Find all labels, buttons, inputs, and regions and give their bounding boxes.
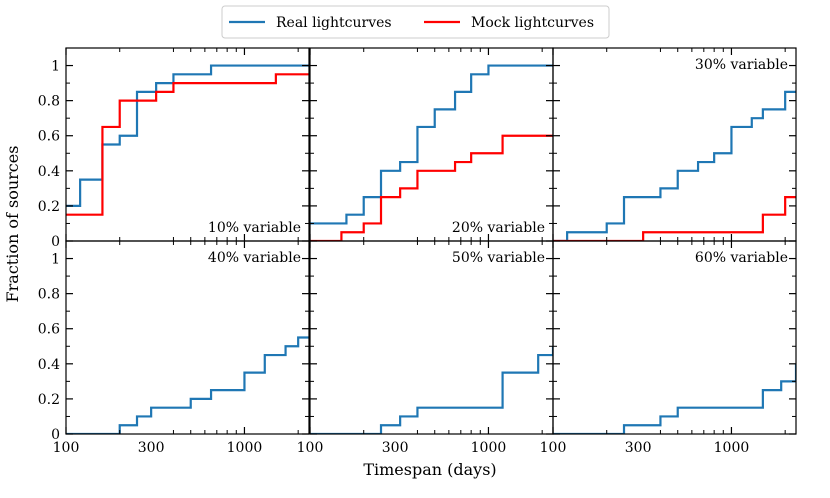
panel-label: 40% variable — [208, 250, 301, 266]
x-axis-label: Timespan (days) — [363, 460, 496, 479]
series-line-mock-panel-3 — [553, 196, 796, 241]
y-tick-label: 0.6 — [38, 322, 60, 338]
y-tick-label: 0.8 — [38, 287, 60, 303]
y-tick-label: 1 — [51, 252, 60, 268]
panel-label: 50% variable — [452, 250, 545, 266]
panel-label: 30% variable — [695, 57, 788, 73]
y-tick-label: 0.4 — [38, 357, 60, 373]
panel-label: 60% variable — [695, 250, 788, 266]
series-line-real-panel-2 — [310, 64, 553, 225]
series-line-real-panel-6 — [553, 363, 796, 434]
y-tick-label: 0.8 — [38, 94, 60, 110]
series-line-real-panel-1 — [66, 64, 309, 208]
series-line-real-panel-5 — [310, 346, 553, 434]
y-tick-label: 1 — [51, 59, 60, 75]
x-tick-label: 300 — [625, 440, 652, 456]
panel-2: 20% variable — [309, 47, 554, 242]
y-tick-label: 0.4 — [38, 164, 60, 180]
y-tick-label: 0 — [51, 427, 60, 443]
panel-frame — [552, 47, 797, 242]
panel-label: 20% variable — [452, 220, 545, 236]
y-tick-label: 0.6 — [38, 129, 60, 145]
x-tick-labels: 100 300 1000 100 300 1000 100 300 1000 — [53, 440, 750, 456]
panel-frame — [309, 240, 554, 435]
panel-4: 40% variable — [65, 240, 310, 435]
series-line-real-panel-4 — [66, 336, 309, 434]
y-axis-label: Fraction of sources — [3, 146, 22, 303]
series-line-mock-panel-2 — [310, 134, 553, 241]
x-tick-label: 1000 — [471, 440, 507, 456]
legend-frame — [221, 5, 610, 39]
x-tick-label: 1000 — [714, 440, 750, 456]
panel-label: 10% variable — [208, 220, 301, 236]
x-tick-label: 100 — [540, 440, 567, 456]
panels: 10% variable 20% variable 30% variable 40% … — [65, 47, 797, 435]
y-tick-label: 0.2 — [38, 199, 60, 215]
panel-frame — [552, 240, 797, 435]
x-tick-label: 300 — [382, 440, 409, 456]
panel-frame — [65, 240, 310, 435]
panel-5: 50% variable — [309, 240, 554, 435]
series-line-real-panel-3 — [553, 90, 796, 241]
legend: Real lightcurves Mock lightcurves — [221, 5, 610, 39]
x-tick-label: 100 — [53, 440, 80, 456]
x-tick-label: 100 — [297, 440, 324, 456]
panel-3: 30% variable — [552, 47, 797, 242]
x-tick-label: 300 — [138, 440, 165, 456]
series-line-mock-panel-1 — [66, 73, 309, 216]
panel-frame — [309, 47, 554, 242]
y-tick-label: 0.2 — [38, 392, 60, 408]
y-tick-labels: 0 0.2 0.4 0.6 0.8 1 0 0.2 0.4 0.6 0.8 1 — [38, 59, 60, 443]
panel-6: 60% variable — [552, 240, 797, 435]
legend-label-real: Real lightcurves — [276, 15, 392, 31]
legend-label-mock: Mock lightcurves — [471, 15, 594, 31]
x-tick-label: 1000 — [227, 440, 263, 456]
y-tick-label: 0 — [51, 234, 60, 250]
panel-1: 10% variable — [65, 47, 310, 242]
